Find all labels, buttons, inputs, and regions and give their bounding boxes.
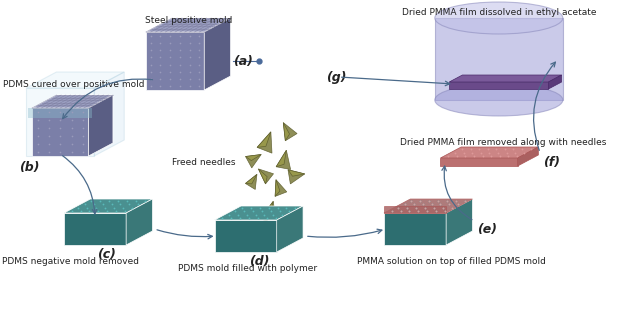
Polygon shape <box>282 214 292 226</box>
Polygon shape <box>440 158 518 166</box>
Polygon shape <box>548 75 561 89</box>
Polygon shape <box>288 170 305 176</box>
Polygon shape <box>275 180 280 197</box>
Polygon shape <box>276 150 286 167</box>
Polygon shape <box>146 32 204 90</box>
Text: (e): (e) <box>477 222 497 235</box>
Ellipse shape <box>435 2 563 34</box>
Polygon shape <box>204 18 230 90</box>
Ellipse shape <box>261 210 280 218</box>
Polygon shape <box>146 18 230 32</box>
Polygon shape <box>88 95 113 156</box>
Polygon shape <box>94 72 124 156</box>
Polygon shape <box>449 75 561 82</box>
Text: (g): (g) <box>325 70 346 83</box>
Polygon shape <box>28 108 93 118</box>
Polygon shape <box>276 150 291 169</box>
Polygon shape <box>449 82 548 89</box>
Polygon shape <box>518 147 538 166</box>
Text: Steel positive mold: Steel positive mold <box>145 16 232 25</box>
Polygon shape <box>277 206 303 252</box>
Text: (b): (b) <box>19 161 39 174</box>
Polygon shape <box>258 169 267 184</box>
Polygon shape <box>283 123 289 141</box>
FancyBboxPatch shape <box>435 18 563 100</box>
Polygon shape <box>32 108 88 156</box>
Text: (d): (d) <box>248 255 269 268</box>
Polygon shape <box>245 174 257 189</box>
Polygon shape <box>64 199 153 213</box>
Polygon shape <box>215 220 277 252</box>
Text: (c): (c) <box>97 248 116 261</box>
Text: PDMS cured over positive mold: PDMS cured over positive mold <box>3 80 144 89</box>
Polygon shape <box>440 147 538 158</box>
Polygon shape <box>258 169 273 184</box>
Text: PDMS negative mold removed: PDMS negative mold removed <box>2 257 139 266</box>
Text: (f): (f) <box>543 155 560 168</box>
Polygon shape <box>257 132 271 147</box>
Ellipse shape <box>435 84 563 116</box>
Text: (a): (a) <box>233 54 253 67</box>
Text: Dried PMMA film dissolved in ethyl acetate: Dried PMMA film dissolved in ethyl aceta… <box>402 8 596 17</box>
Polygon shape <box>265 201 275 215</box>
Polygon shape <box>26 88 94 156</box>
Polygon shape <box>275 180 287 197</box>
Polygon shape <box>26 72 124 88</box>
Polygon shape <box>126 199 153 245</box>
Polygon shape <box>256 220 268 231</box>
Polygon shape <box>256 220 268 226</box>
Polygon shape <box>245 174 257 184</box>
Polygon shape <box>215 206 303 220</box>
Polygon shape <box>288 170 305 184</box>
Polygon shape <box>265 201 273 212</box>
Polygon shape <box>245 154 261 161</box>
Ellipse shape <box>279 220 296 228</box>
Text: PMMA solution on top of filled PDMS mold: PMMA solution on top of filled PDMS mold <box>357 257 546 266</box>
Polygon shape <box>32 95 113 108</box>
Text: Freed needles: Freed needles <box>172 158 235 167</box>
Polygon shape <box>64 213 126 245</box>
Polygon shape <box>446 199 473 245</box>
Text: PDMS mold filled with polymer: PDMS mold filled with polymer <box>178 264 317 273</box>
Polygon shape <box>384 213 446 245</box>
Polygon shape <box>257 132 272 153</box>
Polygon shape <box>283 123 297 141</box>
Polygon shape <box>282 214 288 226</box>
Polygon shape <box>384 199 473 213</box>
Polygon shape <box>384 206 446 213</box>
Ellipse shape <box>253 225 270 233</box>
Polygon shape <box>384 199 473 213</box>
Polygon shape <box>245 154 261 168</box>
Text: Dried PMMA film removed along with needles: Dried PMMA film removed along with needl… <box>401 138 607 147</box>
